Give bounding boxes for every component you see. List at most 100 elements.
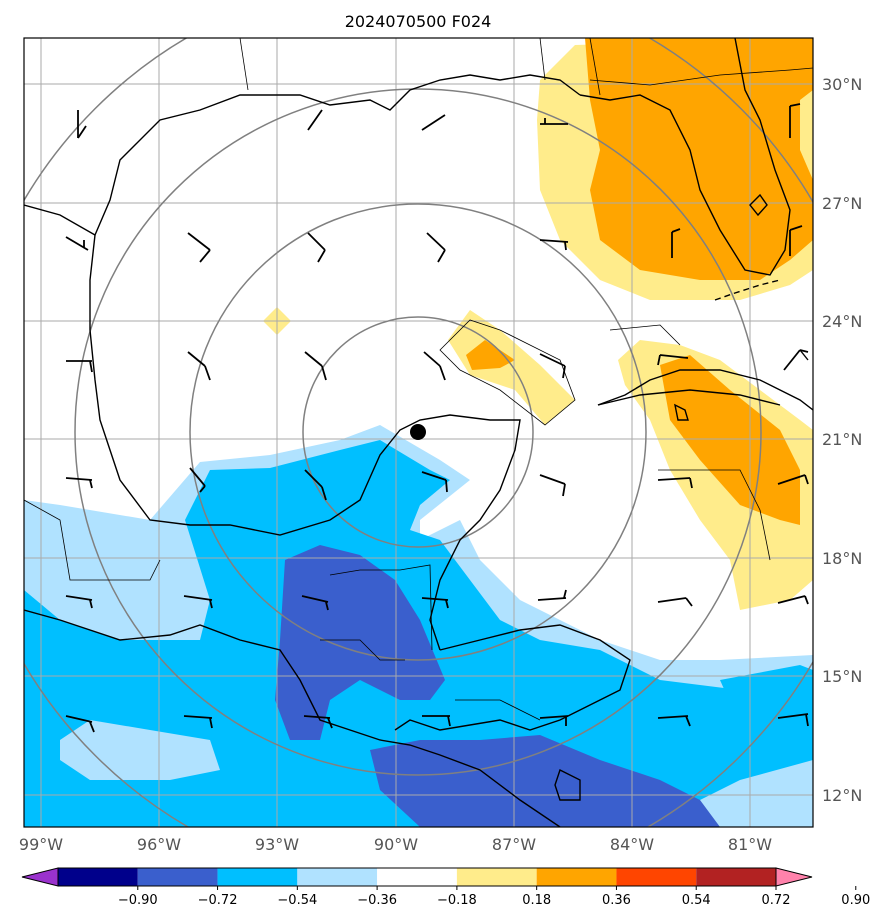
wind-barb-icon: [187, 232, 211, 263]
lon-label: 84°W: [610, 835, 654, 854]
coastlines: [24, 38, 813, 827]
colorbar-tick-label: 0.90: [841, 893, 870, 908]
range-rings: [24, 38, 813, 827]
wind-barbs: [65, 103, 809, 733]
wind-barb-icon: [423, 351, 446, 381]
colorbar-segment: [616, 868, 697, 886]
wind-barb-icon: [539, 353, 566, 379]
range-ring-1: [302, 316, 534, 548]
wind-barb-icon: [77, 110, 87, 139]
colorbar-tick-label: −0.18: [437, 893, 477, 908]
wind-barb-icon: [421, 471, 448, 493]
longitude-labels: 99°W 96°W 93°W 90°W 87°W 84°W 81°W: [19, 835, 772, 854]
colorbar-segment: [137, 868, 218, 886]
anomaly-pos-mid-region-cuba: [660, 355, 800, 525]
colorbar-tick-label: −0.36: [357, 893, 397, 908]
lat-label: 18°N: [822, 549, 862, 568]
wind-barb-icon: [789, 103, 801, 138]
colorbar-frame: [57, 867, 777, 887]
range-ring-3: [74, 88, 762, 776]
lat-label: 27°N: [822, 194, 862, 213]
colorbar-segment: [696, 868, 776, 886]
wind-barb-icon: [65, 477, 93, 489]
colorbar-tick-label: −0.72: [198, 893, 238, 908]
anomaly-pos-light-patch-gulf: [448, 310, 575, 425]
anomaly-pos-mid-region-florida: [585, 38, 813, 280]
graticule: [24, 38, 813, 827]
map-panel: [24, 38, 813, 827]
colorbar-segment: [377, 868, 457, 886]
colorbar-extend-high: [775, 867, 813, 887]
wind-barb-icon: [422, 715, 451, 727]
wind-barb-icon: [671, 228, 681, 258]
latitude-labels: 30°N 27°N 24°N 21°N 18°N 15°N 12°N: [822, 75, 862, 805]
lat-label: 15°N: [822, 667, 862, 686]
wind-barb-icon: [657, 477, 693, 489]
colorbar-segment: [456, 868, 537, 886]
wind-barb-icon: [183, 715, 213, 729]
wind-barb-icon: [426, 232, 446, 263]
colorbar-segment: [297, 868, 378, 886]
anomaly-neg-mid-region-east: [720, 665, 813, 725]
wind-barb-icon: [657, 354, 689, 366]
lat-label: 30°N: [822, 75, 862, 94]
lon-label: 81°W: [728, 835, 772, 854]
lon-label: 93°W: [255, 835, 299, 854]
colorbar-tick-label: −0.90: [118, 893, 158, 908]
anomaly-pos-mid-patch-gulf: [466, 340, 515, 370]
wind-barb-icon: [66, 360, 93, 373]
wind-barb-icon: [657, 715, 691, 727]
colorbar-segment: [536, 868, 617, 886]
wind-barb-icon: [303, 715, 333, 729]
colorbar-tick-label: −0.54: [277, 893, 317, 908]
wind-barb-icon: [777, 595, 809, 605]
colorbar-tick-label: 0.72: [762, 893, 791, 908]
wind-barb-icon: [307, 109, 323, 131]
map-frame: [23, 37, 814, 828]
colorbar-tick-label: 0.18: [522, 893, 551, 908]
map-title: 2024070500 F024: [345, 12, 492, 31]
lon-label: 99°W: [19, 835, 63, 854]
wind-barb-icon: [777, 713, 809, 727]
wind-barb-icon: [301, 595, 329, 611]
wind-barb-icon: [539, 474, 566, 497]
political-borders: [24, 38, 813, 721]
anomaly-neg-light-patch: [60, 720, 220, 780]
wind-barb-icon: [789, 225, 803, 256]
wind-barb-icon: [783, 349, 809, 371]
wind-barb-icon: [657, 597, 693, 607]
colorbar-segment: [217, 868, 298, 886]
colorbar-tick-label: 0.36: [602, 893, 631, 908]
colorbar: −0.90 −0.72 −0.54 −0.36 −0.18 0.18 0.36 0.54 0.7…: [21, 867, 870, 908]
wind-barb-icon: [189, 467, 206, 493]
wind-barb-icon: [183, 595, 213, 609]
colorbar-segment: [58, 868, 138, 886]
wind-barb-icon: [421, 114, 446, 131]
lat-label: 21°N: [822, 430, 862, 449]
wind-barb-icon: [65, 715, 95, 733]
wind-barb-icon: [304, 469, 327, 501]
colorbar-tick-label: 0.54: [682, 893, 711, 908]
lon-label: 96°W: [137, 835, 181, 854]
wind-barb-icon: [777, 474, 809, 485]
wind-barb-icon: [539, 715, 569, 726]
wind-barb-icon: [304, 351, 327, 381]
wind-barb-icon: [187, 351, 211, 381]
wind-barb-icon: [540, 118, 568, 125]
anomaly-neg-dark-region: [275, 545, 445, 740]
anomaly-neg-mid-region-west: [24, 610, 60, 650]
wind-barb-icon: [65, 236, 89, 251]
lat-label: 12°N: [822, 786, 862, 805]
wind-barb-icon: [307, 232, 326, 263]
lon-label: 87°W: [492, 835, 536, 854]
wind-barb-icon: [539, 239, 569, 251]
wind-barb-icon: [65, 595, 93, 609]
wind-barb-icon: [421, 597, 449, 609]
wind-barb-icon: [537, 589, 567, 601]
storm-center-marker: [410, 424, 426, 440]
colorbar-extend-low: [21, 867, 59, 887]
range-ring-2: [189, 203, 647, 661]
lat-label: 24°N: [822, 312, 862, 331]
lon-label: 90°W: [374, 835, 418, 854]
